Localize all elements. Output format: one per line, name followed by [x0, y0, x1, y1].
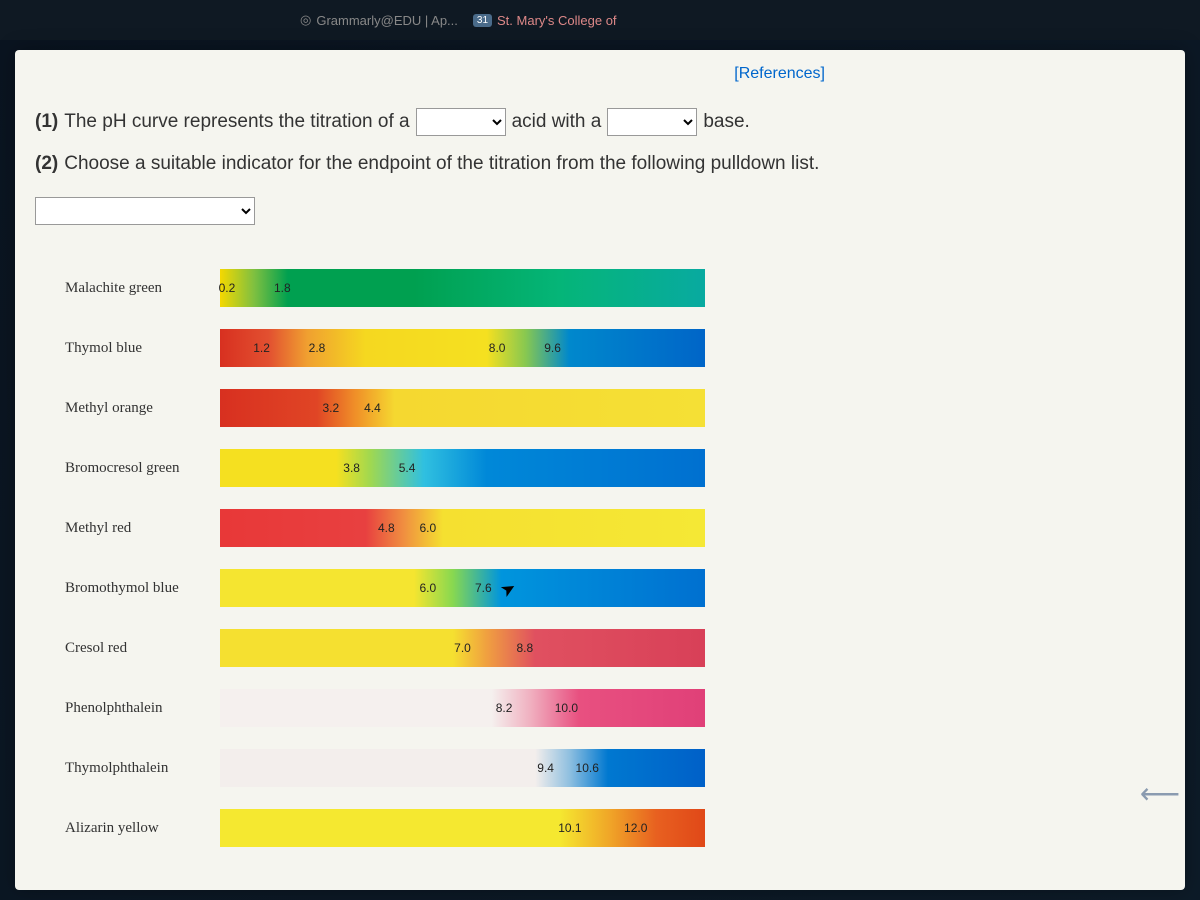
tab-label: St. Mary's College of — [497, 13, 617, 28]
indicator-bar-area: 0.2 1.8 — [220, 258, 705, 318]
indicator-bar-area: 10.1 12.0 — [220, 798, 705, 858]
range-value-label: 9.4 — [537, 761, 554, 775]
indicator-row: Thymolphthalein 9.4 10.6 — [65, 738, 705, 798]
indicator-label: Methyl red — [65, 520, 220, 537]
q1-text-a: The pH curve represents the titration of… — [64, 105, 409, 139]
indicator-label: Bromocresol green — [65, 460, 220, 477]
range-value-label: 10.1 — [558, 821, 581, 835]
q1-text-c: base. — [703, 105, 749, 139]
question-block: (1) The pH curve represents the titratio… — [35, 105, 1165, 228]
range-value-label: 7.0 — [454, 641, 471, 655]
tab-badge: 31 — [473, 14, 492, 27]
tab-label: Grammarly@EDU | Ap... — [316, 13, 458, 28]
range-value-label: 1.8 — [274, 281, 291, 295]
range-value-label: 7.6 — [475, 581, 492, 595]
indicator-bar-area: 3.2 4.4 — [220, 378, 705, 438]
indicator-row: Malachite green0.2 1.8 — [65, 258, 705, 318]
range-value-label: 5.4 — [399, 461, 416, 475]
question-2-line: (2) Choose a suitable indicator for the … — [35, 147, 1165, 181]
q2-number: (2) — [35, 147, 58, 181]
gradient-bar — [220, 329, 705, 367]
gradient-bar — [220, 389, 705, 427]
indicator-label: Thymol blue — [65, 340, 220, 357]
browser-tab-bar: ◎ Grammarly@EDU | Ap... 31 St. Mary's Co… — [0, 0, 1200, 40]
indicator-row: Phenolphthalein 8.2 10.0 — [65, 678, 705, 738]
back-arrow-icon[interactable]: ⟵ — [1140, 777, 1180, 810]
range-value-label: 9.6 — [544, 341, 561, 355]
indicator-bar-area: 1.2 2.8 8.0 9.6 — [220, 318, 705, 378]
indicator-row: Thymol blue 1.2 2.8 8.0 9.6 — [65, 318, 705, 378]
range-value-label: 4.8 — [378, 521, 395, 535]
acid-type-select[interactable] — [416, 108, 506, 136]
references-link[interactable]: [References] — [734, 65, 825, 83]
range-value-label: 12.0 — [624, 821, 647, 835]
indicator-row: Methyl red 4.8 6.0 — [65, 498, 705, 558]
range-value-label: 8.2 — [496, 701, 513, 715]
indicator-label: Thymolphthalein — [65, 760, 220, 777]
indicator-label: Bromothymol blue — [65, 580, 220, 597]
indicator-bar-area: 9.4 10.6 — [220, 738, 705, 798]
indicator-select[interactable] — [35, 197, 255, 225]
gradient-bar — [220, 449, 705, 487]
gradient-bar — [220, 569, 705, 607]
range-value-label: 6.0 — [420, 521, 437, 535]
indicator-label: Cresol red — [65, 640, 220, 657]
range-value-label: 0.2 — [219, 281, 236, 295]
main-content: [References] (1) The pH curve represents… — [15, 50, 1185, 890]
indicator-label: Alizarin yellow — [65, 820, 220, 837]
tab-grammarly[interactable]: ◎ Grammarly@EDU | Ap... — [300, 12, 458, 28]
indicator-bar-area: 6.07.6➤ — [220, 558, 705, 618]
q1-number: (1) — [35, 105, 58, 139]
gradient-bar — [220, 749, 705, 787]
base-type-select[interactable] — [607, 108, 697, 136]
grammarly-icon: ◎ — [300, 12, 311, 28]
range-value-label: 2.8 — [309, 341, 326, 355]
indicator-row: Methyl orange 3.2 4.4 — [65, 378, 705, 438]
indicator-row: Bromothymol blue6.07.6➤ — [65, 558, 705, 618]
range-value-label: 8.0 — [489, 341, 506, 355]
tab-stmarys[interactable]: 31 St. Mary's College of — [473, 13, 617, 28]
q1-text-b: acid with a — [512, 105, 602, 139]
indicator-row: Bromocresol green 3.8 5.4 — [65, 438, 705, 498]
range-value-label: 3.8 — [343, 461, 360, 475]
indicator-label: Methyl orange — [65, 400, 220, 417]
range-value-label: 6.0 — [420, 581, 437, 595]
gradient-bar — [220, 509, 705, 547]
indicator-bar-area: 4.8 6.0 — [220, 498, 705, 558]
indicator-label: Malachite green — [65, 280, 220, 297]
indicator-bar-area: 3.8 5.4 — [220, 438, 705, 498]
indicator-row: Alizarin yellow 10.1 12.0 — [65, 798, 705, 858]
range-value-label: 4.4 — [364, 401, 381, 415]
range-value-label: 1.2 — [253, 341, 270, 355]
gradient-bar — [220, 269, 705, 307]
gradient-bar — [220, 689, 705, 727]
indicator-label: Phenolphthalein — [65, 700, 220, 717]
range-value-label: 10.0 — [555, 701, 578, 715]
indicator-bar-area: 7.0 8.8 — [220, 618, 705, 678]
indicator-bar-area: 8.2 10.0 — [220, 678, 705, 738]
q2-text: Choose a suitable indicator for the endp… — [64, 147, 819, 181]
range-value-label: 10.6 — [576, 761, 599, 775]
question-1-line: (1) The pH curve represents the titratio… — [35, 105, 1165, 139]
range-value-label: 3.2 — [323, 401, 340, 415]
range-value-label: 8.8 — [517, 641, 534, 655]
indicator-row: Cresol red 7.0 8.8 — [65, 618, 705, 678]
indicator-chart: Malachite green0.2 1.8 Thymol blue 1.2 2.8 8.… — [65, 258, 705, 858]
